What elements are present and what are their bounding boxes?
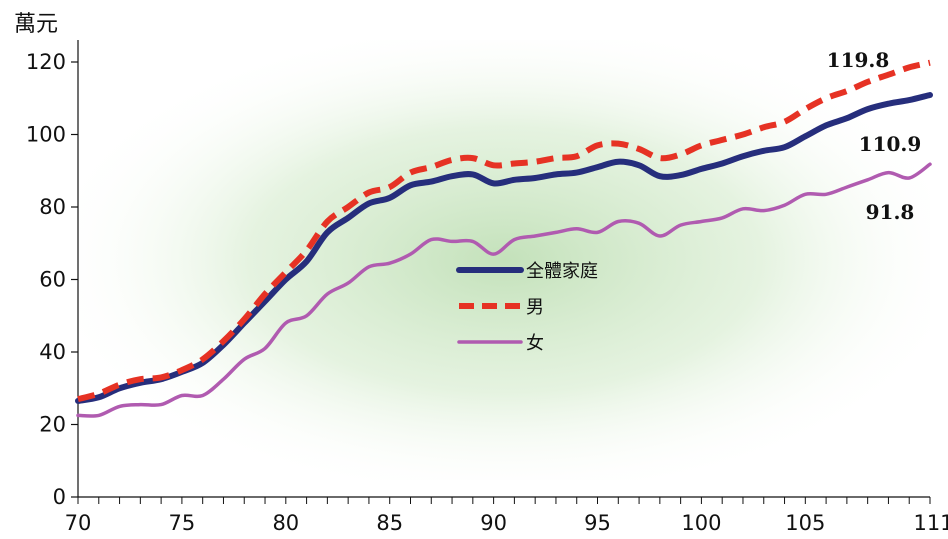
x-tick-label: 70 bbox=[65, 511, 92, 535]
y-axis-ticks: 0 20 40 60 80 100 120 bbox=[26, 50, 78, 509]
x-tick-label: 111年 bbox=[913, 511, 948, 535]
x-tick-label: 90 bbox=[480, 511, 507, 535]
legend-label: 男 bbox=[526, 297, 544, 318]
y-axis-unit-label: 萬元 bbox=[14, 12, 58, 37]
series-end-labels: 110.9 119.8 91.8 bbox=[827, 48, 922, 224]
y-tick-label: 0 bbox=[53, 485, 66, 509]
y-tick-label: 80 bbox=[39, 195, 66, 219]
y-tick-label: 60 bbox=[39, 268, 66, 292]
legend-label: 全體家庭 bbox=[526, 261, 598, 282]
x-tick-label: 95 bbox=[584, 511, 611, 535]
series-line-2 bbox=[76, 162, 932, 418]
x-tick-label: 80 bbox=[272, 511, 299, 535]
x-axis-ticks: 70 75 80 85 90 95 100 105 111年 bbox=[65, 497, 948, 535]
y-tick-label: 20 bbox=[39, 413, 66, 437]
y-tick-label: 120 bbox=[26, 50, 66, 74]
series-end-label: 119.8 bbox=[827, 48, 890, 72]
y-tick-label: 40 bbox=[39, 340, 66, 364]
series-end-label: 91.8 bbox=[866, 200, 915, 224]
x-tick-label: 85 bbox=[376, 511, 403, 535]
series-line-1 bbox=[77, 59, 931, 403]
series-line-0 bbox=[75, 92, 933, 404]
y-tick-label: 100 bbox=[26, 123, 66, 147]
plot-background-glow bbox=[80, 40, 930, 480]
series-lines bbox=[75, 59, 933, 418]
x-tick-label: 75 bbox=[169, 511, 196, 535]
series-end-label: 110.9 bbox=[859, 132, 922, 156]
x-tick-label: 100 bbox=[681, 511, 721, 535]
x-tick-label: 105 bbox=[785, 511, 825, 535]
legend-label: 女 bbox=[526, 333, 544, 354]
